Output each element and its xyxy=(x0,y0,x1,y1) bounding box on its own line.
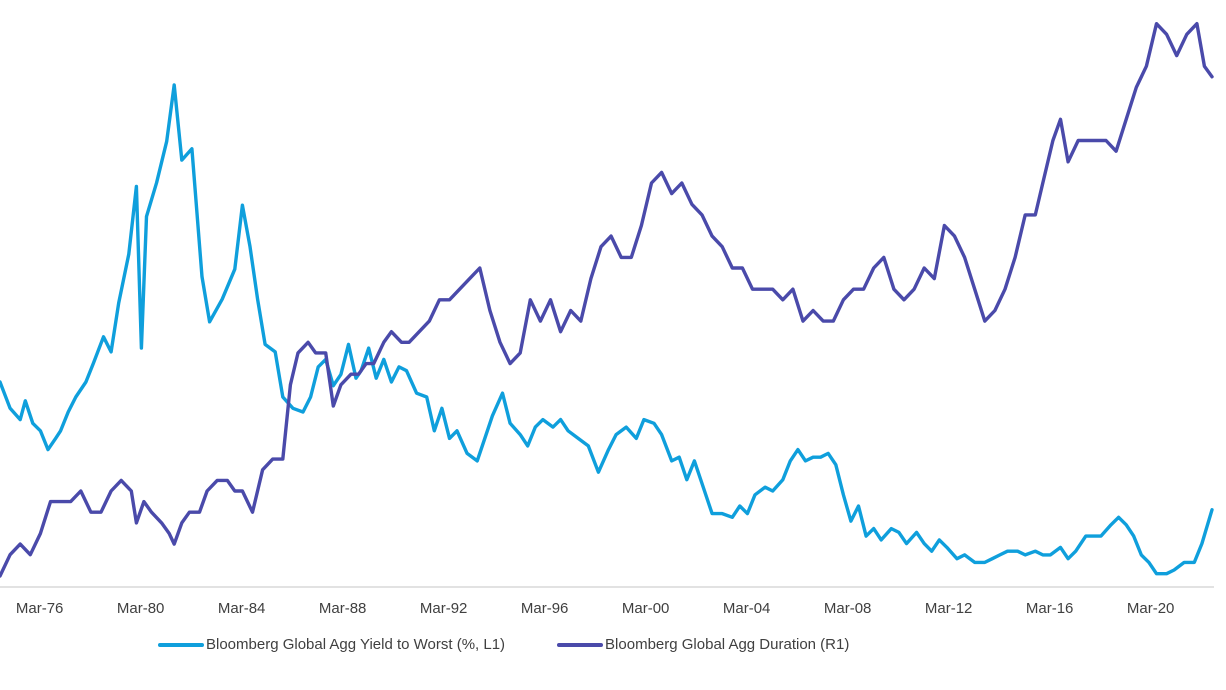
legend-swatch-duration xyxy=(557,643,603,647)
line-chart: Mar-76 Mar-80 Mar-84 Mar-88 Mar-92 Mar-96 Mar-… xyxy=(0,0,1226,690)
x-tick-label: Mar-76 xyxy=(16,600,64,617)
series-layer xyxy=(0,24,1212,576)
legend-label-yield: Bloomberg Global Agg Yield to Worst (%, … xyxy=(206,636,505,653)
x-tick-label: Mar-20 xyxy=(1127,600,1175,617)
x-tick-label: Mar-16 xyxy=(1026,600,1074,617)
x-tick-label: Mar-04 xyxy=(723,600,771,617)
x-tick-label: Mar-96 xyxy=(521,600,569,617)
legend-item-duration: Bloomberg Global Agg Duration (R1) xyxy=(557,636,849,653)
x-tick-label: Mar-12 xyxy=(925,600,973,617)
x-axis-ticks: Mar-76 Mar-80 Mar-84 Mar-88 Mar-92 Mar-96 Mar-… xyxy=(16,600,1175,617)
x-tick-label: Mar-84 xyxy=(218,600,266,617)
series-line-yield xyxy=(0,85,1212,574)
x-tick-label: Mar-00 xyxy=(622,600,670,617)
legend-label-duration: Bloomberg Global Agg Duration (R1) xyxy=(605,636,849,653)
x-tick-label: Mar-92 xyxy=(420,600,468,617)
legend-swatch-yield xyxy=(158,643,204,647)
chart-legend: Bloomberg Global Agg Yield to Worst (%, … xyxy=(158,636,849,653)
series-line-duration xyxy=(0,24,1212,576)
legend-item-yield: Bloomberg Global Agg Yield to Worst (%, … xyxy=(158,636,505,653)
x-tick-label: Mar-88 xyxy=(319,600,367,617)
x-tick-label: Mar-08 xyxy=(824,600,872,617)
x-tick-label: Mar-80 xyxy=(117,600,165,617)
